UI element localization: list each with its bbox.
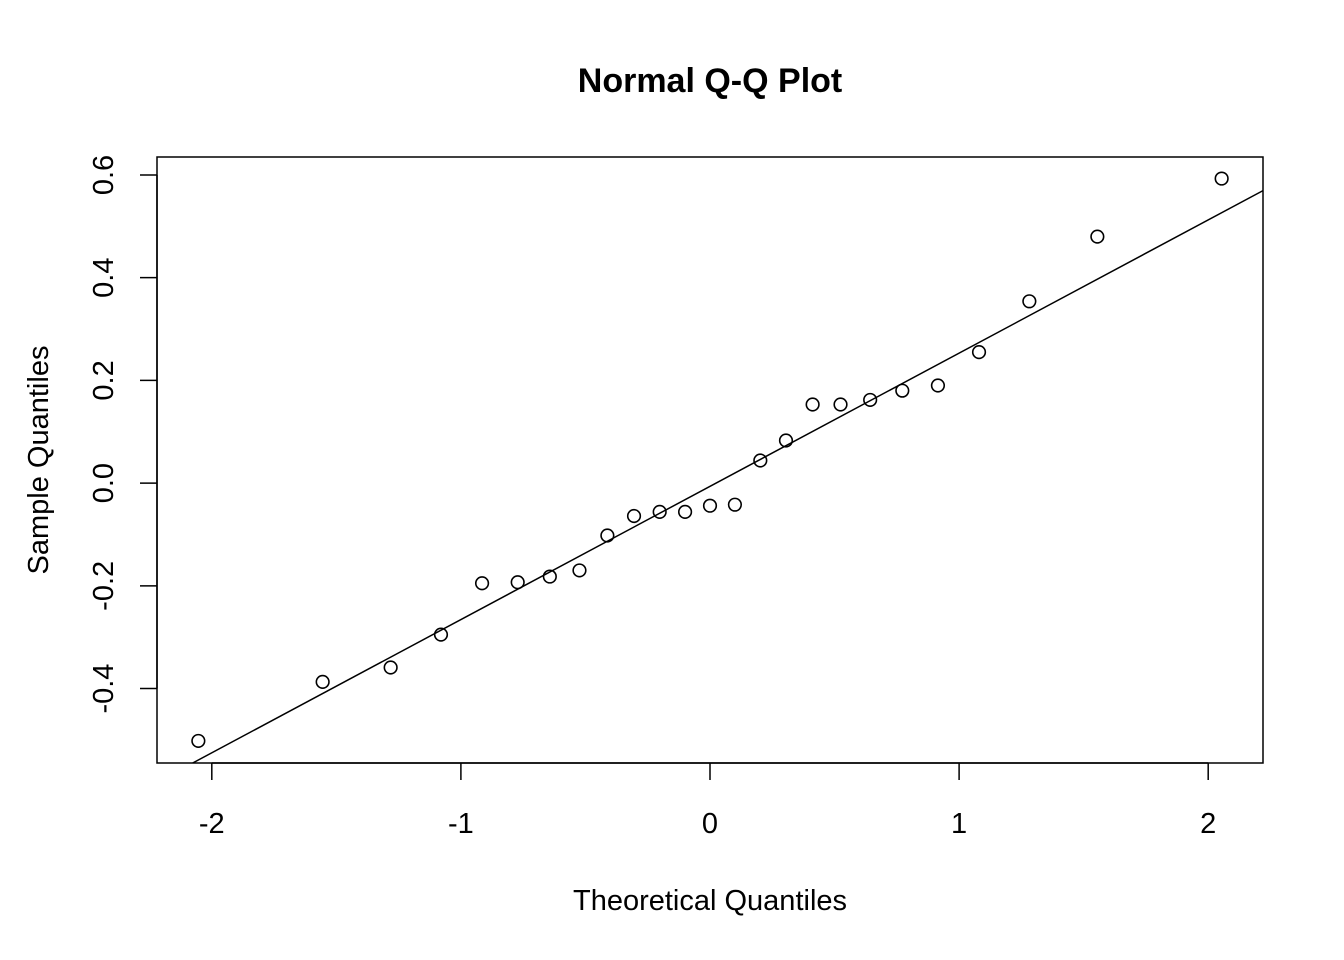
data-point: [191, 733, 206, 749]
x-tick-label: -2: [199, 808, 225, 840]
y-tick-label: 0.6: [88, 155, 120, 195]
data-point: [805, 397, 820, 412]
y-tick-label: 0.0: [88, 463, 120, 503]
x-tick-label: 0: [702, 808, 718, 840]
data-point: [433, 627, 449, 642]
data-point: [930, 378, 946, 393]
data-point: [474, 576, 490, 591]
data-point: [753, 453, 768, 468]
y-tick-label: -0.4: [88, 664, 120, 714]
data-point: [1022, 294, 1037, 309]
data-point: [727, 497, 743, 512]
x-axis: -2 -1 0 1 2: [199, 762, 1216, 840]
data-point: [572, 563, 587, 578]
points-layer: [191, 171, 1229, 749]
x-tick-label: -1: [448, 808, 474, 840]
x-tick-label: 2: [1200, 808, 1216, 840]
data-point: [1214, 171, 1229, 186]
y-axis: -0.4 -0.2 0.0 0.2 0.4 0.6: [88, 155, 158, 714]
y-axis-label: Sample Quantiles: [23, 346, 55, 575]
data-point: [702, 498, 718, 513]
data-point: [1090, 229, 1105, 244]
y-tick-label: 0.4: [88, 258, 120, 298]
reference-line: [192, 189, 1264, 764]
data-point: [510, 575, 525, 590]
data-point: [600, 528, 615, 543]
data-point: [677, 504, 693, 519]
x-tick-label: 1: [951, 808, 967, 840]
data-point: [778, 433, 794, 448]
data-point: [863, 392, 878, 408]
chart-title: Normal Q-Q Plot: [578, 62, 842, 100]
data-point: [833, 397, 848, 412]
reference-line-layer: [192, 189, 1264, 764]
data-point: [542, 569, 557, 584]
data-point: [626, 508, 642, 524]
data-point: [971, 345, 987, 360]
data-point: [383, 660, 398, 675]
data-point: [895, 383, 910, 398]
data-point: [315, 674, 330, 689]
data-point: [652, 504, 667, 519]
x-axis-label: Theoretical Quantiles: [573, 885, 847, 917]
y-tick-label: 0.2: [88, 360, 120, 400]
y-tick-label: -0.2: [88, 561, 120, 611]
plot-frame: [156, 156, 1264, 764]
